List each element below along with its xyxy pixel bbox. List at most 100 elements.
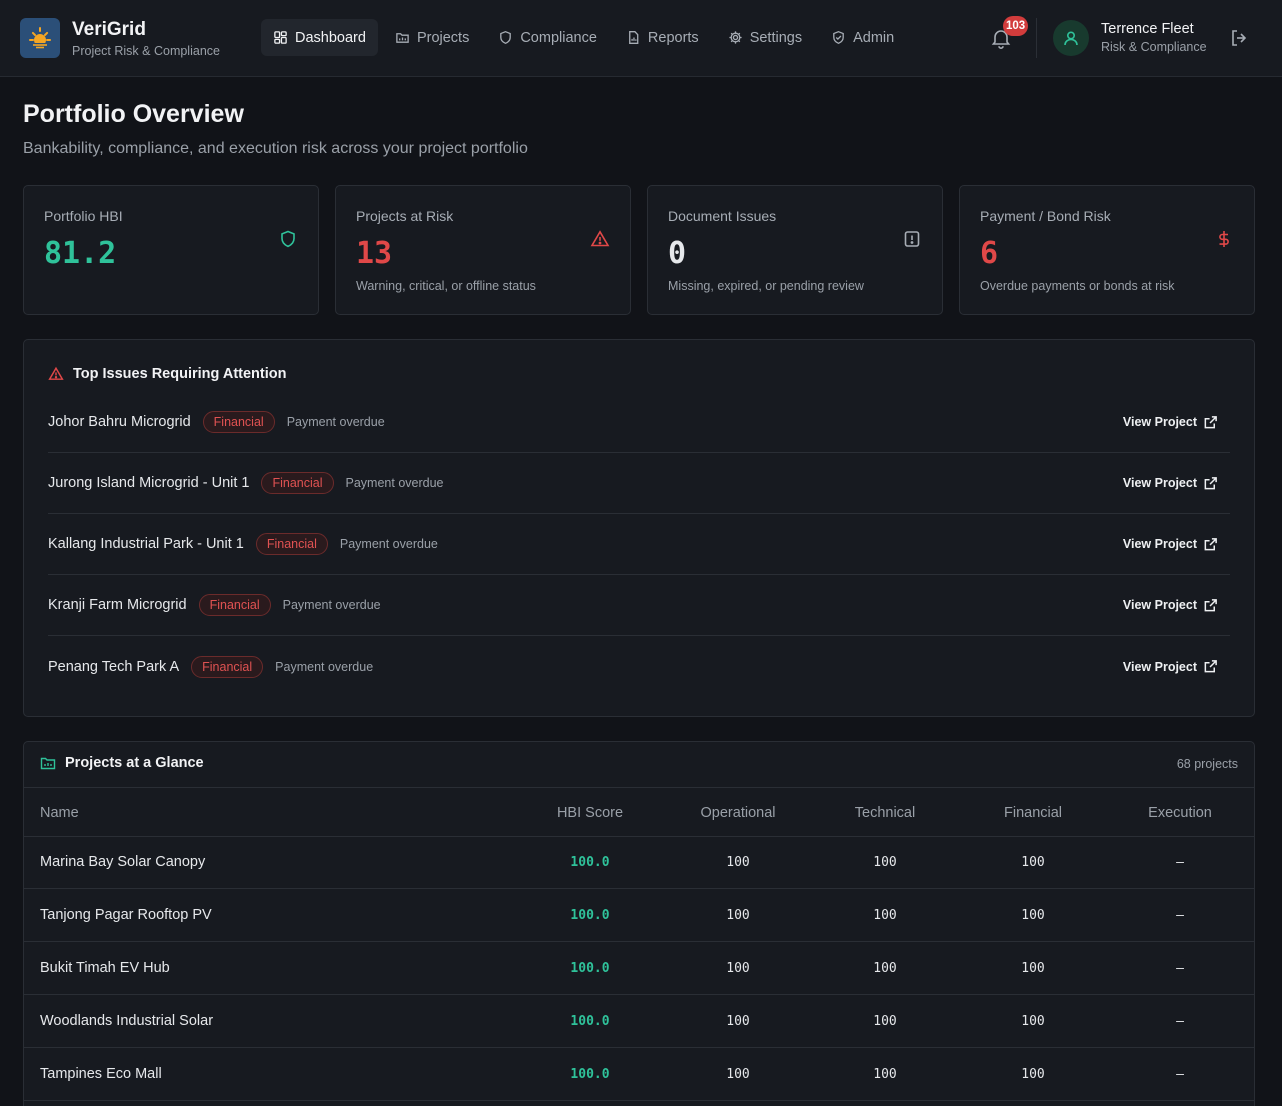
user-icon	[1064, 31, 1078, 46]
nav-dashboard-label: Dashboard	[295, 29, 366, 46]
glance-header: Projects at a Glance	[40, 755, 204, 771]
column-header-execution[interactable]: Execution	[1148, 805, 1212, 821]
stat-card-note: Overdue payments or bonds at risk	[980, 279, 1175, 293]
nav-settings[interactable]: Settings	[716, 19, 814, 56]
column-header-hbi[interactable]: HBI Score	[556, 805, 624, 821]
stat-card-document-issues: Document Issues 0 Missing, expired, or p…	[647, 185, 943, 315]
project-name[interactable]: Woodlands Industrial Solar	[40, 1013, 214, 1029]
issue-row: Kranji Farm Microgrid Financial Payment …	[48, 575, 1230, 636]
issue-description: Payment overdue	[345, 476, 444, 490]
nav-admin[interactable]: Admin	[819, 19, 906, 56]
issue-description: Payment overdue	[282, 598, 381, 612]
table-row[interactable]: Tanjong Pagar Rooftop PV 100.0 100 100 1…	[24, 889, 1254, 942]
issue-row: Johor Bahru Microgrid Financial Payment …	[48, 392, 1230, 453]
view-project-link[interactable]: View Project	[1123, 537, 1218, 552]
hbi-score: 100.0	[570, 855, 610, 870]
nav-admin-label: Admin	[853, 29, 895, 46]
column-header-financial[interactable]: Financial	[1003, 805, 1063, 821]
nav-settings-label: Settings	[749, 29, 803, 46]
verigrid-logo-icon[interactable]	[20, 18, 60, 58]
operational-score: 100	[726, 908, 750, 923]
issue-project-name: Johor Bahru Microgrid	[48, 414, 191, 430]
hbi-score: 100.0	[570, 961, 610, 976]
main-nav: Dashboard Projects Compliance Reports Se…	[261, 19, 911, 56]
stat-card-label: Projects at Risk	[356, 208, 454, 224]
execution-score: —	[1176, 1067, 1184, 1082]
issue-description: Payment overdue	[339, 537, 438, 551]
page-subtitle: Bankability, compliance, and execution r…	[23, 140, 528, 157]
projects-at-a-glance-panel: Projects at a Glance 68 projects Name HB…	[23, 741, 1255, 1106]
dashboard-icon	[274, 31, 287, 44]
user-role: Risk & Compliance	[1101, 40, 1207, 54]
issue-description: Payment overdue	[286, 415, 385, 429]
warning-icon	[48, 366, 64, 380]
top-navigation-bar: VeriGrid Project Risk & Compliance Dashb…	[0, 0, 1282, 77]
logout-icon[interactable]	[1229, 28, 1249, 48]
shield-icon	[281, 230, 295, 248]
issue-category-badge: Financial	[191, 655, 264, 678]
financial-score: 100	[1021, 1067, 1045, 1082]
project-name[interactable]: Bukit Timah EV Hub	[40, 960, 170, 976]
avatar[interactable]	[1053, 20, 1089, 56]
external-link-icon	[1204, 476, 1217, 489]
nav-compliance[interactable]: Compliance	[486, 19, 609, 56]
brand-name: VeriGrid	[72, 19, 146, 40]
stat-card-note: Missing, expired, or pending review	[668, 279, 864, 293]
user-name: Terrence Fleet	[1101, 21, 1194, 37]
view-project-label: View Project	[1122, 415, 1197, 429]
view-project-link[interactable]: View Project	[1123, 476, 1218, 491]
stat-card-portfolio-hbi: Portfolio HBI 81.2	[23, 185, 319, 315]
nav-projects-label: Projects	[416, 29, 470, 46]
financial-score: 100	[1021, 855, 1045, 870]
financial-score: 100	[1021, 908, 1045, 923]
execution-score: —	[1176, 855, 1184, 870]
view-project-link[interactable]: View Project	[1123, 598, 1218, 613]
stat-card-projects-at-risk: Projects at Risk 13 Warning, critical, o…	[335, 185, 631, 315]
bell-icon[interactable]	[990, 27, 1012, 49]
operational-score: 100	[726, 1067, 750, 1082]
nav-reports[interactable]: Reports	[614, 19, 711, 56]
stat-card-label: Document Issues	[668, 208, 777, 224]
warning-icon	[590, 230, 610, 247]
table-row[interactable]: Woodlands Industrial Solar 100.0 100 100…	[24, 995, 1254, 1048]
nav-reports-label: Reports	[647, 29, 699, 46]
financial-score: 100	[1021, 961, 1045, 976]
hbi-score: 100.0	[570, 1014, 610, 1029]
table-row[interactable]: Tampines Eco Mall 100.0 100 100 100 —	[24, 1048, 1254, 1101]
view-project-link[interactable]: View Project	[1123, 659, 1218, 674]
technical-score: 100	[873, 1067, 897, 1082]
stat-card-payment-bond-risk: Payment / Bond Risk 6 Overdue payments o…	[959, 185, 1255, 315]
issue-category-badge: Financial	[261, 472, 334, 494]
project-name[interactable]: Tampines Eco Mall	[40, 1066, 162, 1082]
stat-card-value: 81.2	[44, 236, 117, 271]
issue-row: Kallang Industrial Park - Unit 1 Financi…	[48, 514, 1230, 575]
technical-score: 100	[873, 908, 897, 923]
column-header-operational[interactable]: Operational	[700, 805, 776, 821]
nav-dashboard[interactable]: Dashboard	[261, 19, 378, 56]
project-name[interactable]: Tanjong Pagar Rooftop PV	[40, 907, 212, 923]
hbi-score: 100.0	[570, 1067, 610, 1082]
view-project-label: View Project	[1122, 537, 1197, 551]
operational-score: 100	[726, 961, 750, 976]
page-title: Portfolio Overview	[23, 100, 244, 128]
folder-icon	[396, 33, 409, 43]
external-link-icon	[1204, 660, 1217, 673]
view-project-link[interactable]: View Project	[1123, 415, 1218, 430]
shield-icon	[500, 30, 512, 45]
header-divider	[1036, 18, 1037, 58]
technical-score: 100	[873, 1014, 897, 1029]
folder-icon	[40, 757, 56, 770]
stat-card-value: 0	[668, 236, 687, 271]
nav-projects[interactable]: Projects	[383, 19, 481, 56]
table-row[interactable]: Marina Bay Solar Canopy 100.0 100 100 10…	[24, 836, 1254, 889]
issue-project-name: Jurong Island Microgrid - Unit 1	[48, 475, 250, 491]
technical-score: 100	[873, 855, 897, 870]
top-issues-title: Top Issues Requiring Attention	[73, 366, 287, 382]
table-row[interactable]: Bukit Timah EV Hub 100.0 100 100 100 —	[24, 942, 1254, 995]
project-name[interactable]: Marina Bay Solar Canopy	[40, 854, 206, 870]
stat-card-value: 13	[356, 236, 393, 271]
dollar-icon	[1219, 231, 1229, 247]
column-header-name[interactable]: Name	[40, 805, 79, 821]
column-header-technical[interactable]: Technical	[854, 805, 916, 821]
stat-card-label: Portfolio HBI	[44, 208, 123, 224]
